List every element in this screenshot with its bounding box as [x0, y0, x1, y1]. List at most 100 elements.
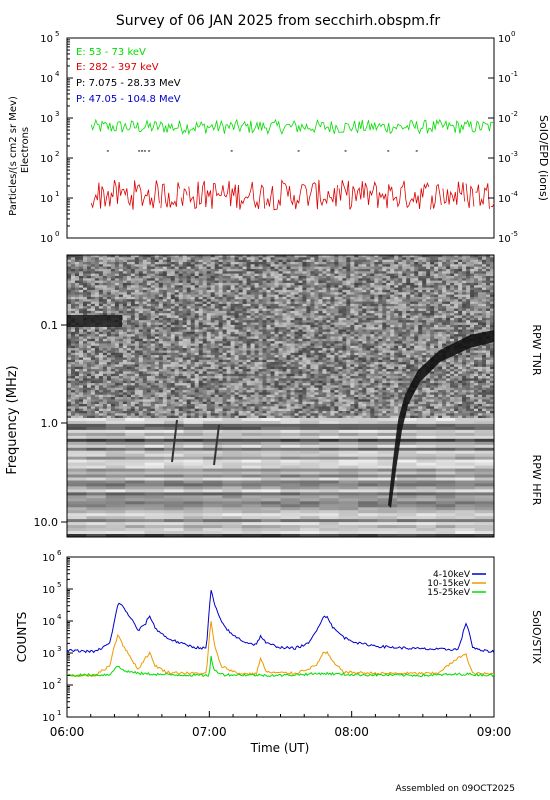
- spectro-cell: [354, 259, 359, 263]
- spectro-cell: [434, 310, 439, 314]
- spectro-cell: [354, 269, 359, 272]
- spectro-cell: [110, 262, 116, 265]
- spectro-cell: [410, 271, 415, 274]
- spectro-cell: [482, 294, 487, 298]
- spectro-cell: [278, 359, 283, 363]
- spectro-cell: [390, 315, 395, 319]
- spectro-cell: [158, 343, 164, 347]
- spectro-cell: [190, 282, 195, 286]
- spectro-cell: [250, 357, 255, 361]
- spectro-cell: [110, 296, 116, 300]
- spectro-cell: [138, 282, 144, 286]
- spectro-cell: [282, 266, 287, 270]
- spectro-cell: [402, 357, 407, 361]
- spectro-cell: [94, 289, 100, 293]
- spectro-cell: [402, 322, 407, 326]
- spectro-cell: [98, 336, 104, 340]
- spectro-cell: [322, 334, 327, 337]
- spectro-cell: [110, 310, 116, 314]
- spectro-cell: [146, 331, 152, 335]
- spectro-cell: [190, 348, 195, 351]
- spectro-cell: [142, 299, 148, 302]
- spectro-cell: [314, 338, 319, 342]
- spectro-cell: [410, 266, 415, 270]
- spectro-cell: [158, 289, 164, 293]
- spectro-cell: [150, 336, 156, 340]
- spectro-cell: [342, 359, 347, 363]
- spectro-cell: [342, 352, 347, 356]
- spectro-cell: [362, 341, 367, 344]
- epd-right-tick-label: 10: [498, 154, 511, 165]
- spectro-cell: [79, 308, 84, 312]
- spectro-cell: [214, 262, 219, 265]
- spectro-cell: [230, 336, 235, 340]
- spectro-cell: [466, 262, 471, 265]
- spectro-cell: [106, 310, 112, 314]
- spectro-cell: [250, 271, 255, 274]
- spectro-cell: [258, 262, 263, 265]
- spectro-cell: [194, 359, 199, 363]
- spectro-cell: [330, 257, 335, 260]
- spectro-cell: [234, 338, 239, 342]
- spectro-cell: [414, 273, 419, 277]
- spectro-cell: [67, 266, 72, 270]
- spectro-cell: [230, 327, 235, 330]
- spectro-cell: [378, 273, 383, 277]
- spectro-cell: [426, 338, 431, 342]
- spectro-cell: [138, 262, 144, 265]
- spectro-cell: [362, 266, 367, 270]
- spectro-cell: [442, 285, 447, 288]
- spectro-cell: [210, 287, 215, 291]
- spectro-cell: [326, 352, 331, 356]
- spectro-cell: [222, 276, 227, 279]
- spectro-cell: [470, 352, 475, 356]
- spectro-cell: [294, 271, 299, 274]
- spectro-cell: [94, 285, 100, 288]
- spectro-cell: [398, 303, 403, 307]
- spectro-cell: [130, 322, 136, 326]
- spectro-cell: [418, 259, 423, 263]
- spectro-cell: [374, 317, 379, 321]
- spectro-cell: [430, 259, 435, 263]
- spectro-cell: [458, 294, 463, 298]
- spectro-cell: [114, 359, 120, 363]
- spectro-cell: [398, 336, 403, 340]
- spectro-cell: [90, 294, 96, 298]
- spectro-cell: [126, 327, 132, 330]
- spectro-cell: [394, 329, 399, 333]
- spectro-cell: [410, 285, 415, 288]
- spectro-cell: [170, 294, 176, 298]
- spectro-cell: [470, 322, 475, 326]
- spectro-cell: [386, 296, 391, 300]
- spectro-cell: [310, 313, 315, 316]
- spectro-cell: [290, 292, 295, 295]
- spectro-cell: [334, 331, 339, 335]
- spectro-cell: [434, 334, 439, 337]
- spectro-cell: [186, 287, 191, 291]
- spectro-cell: [118, 264, 124, 267]
- spectro-cell: [162, 299, 168, 302]
- spectro-cell: [394, 262, 399, 265]
- spectro-cell: [166, 292, 172, 295]
- spectro-cell: [150, 259, 156, 263]
- spectro-cell: [146, 271, 152, 274]
- spectro-cell: [258, 310, 263, 314]
- spectro-cell: [442, 315, 447, 319]
- spectro-cell: [266, 327, 271, 330]
- spectro-cell: [410, 259, 415, 263]
- spectro-cell: [90, 334, 96, 337]
- spectro-cell: [434, 259, 439, 263]
- spectro-cell: [350, 324, 355, 328]
- spectro-cell: [286, 327, 291, 330]
- spectro-cell: [462, 322, 467, 326]
- spectro-cell: [102, 301, 108, 305]
- spectro-cell: [474, 345, 479, 349]
- spectro-cell: [138, 341, 144, 344]
- spectro-cell: [138, 301, 144, 305]
- spectro-cell: [126, 264, 132, 267]
- spectro-cell: [226, 303, 231, 307]
- spectro-cell: [67, 276, 72, 279]
- spectro-cell: [122, 296, 128, 300]
- spectro-cell: [214, 296, 219, 300]
- spectro-cell: [462, 310, 467, 314]
